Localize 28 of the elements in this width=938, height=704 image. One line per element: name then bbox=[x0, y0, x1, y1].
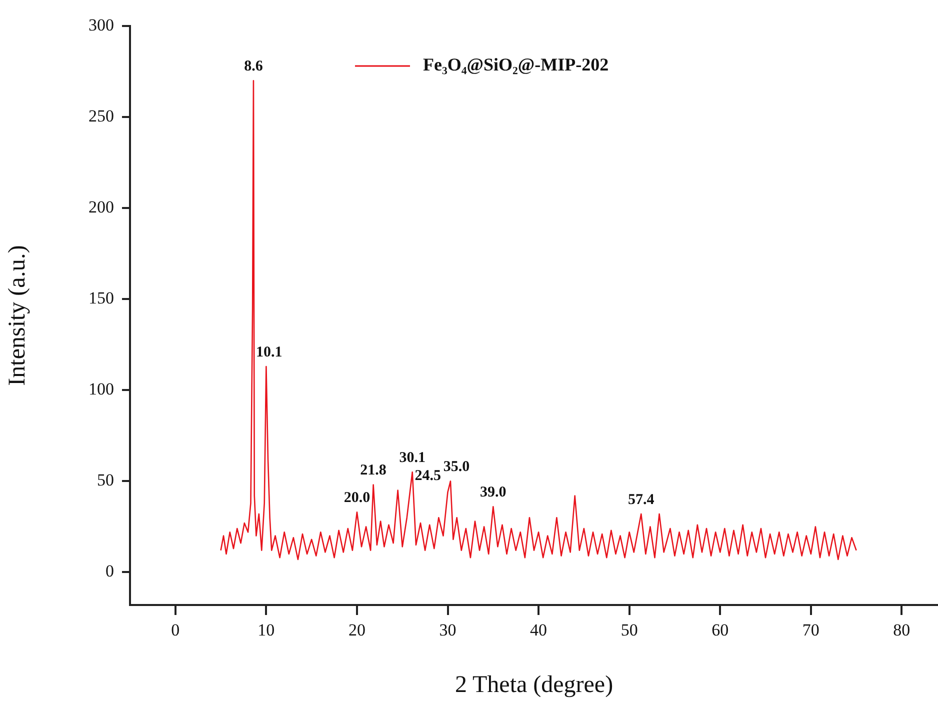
y-tick-label: 50 bbox=[97, 470, 114, 490]
x-tick-label: 30 bbox=[439, 620, 456, 640]
annotation: 8.6 bbox=[244, 58, 264, 74]
y-tick-label: 200 bbox=[88, 198, 114, 217]
annotation: 35.0 bbox=[443, 459, 470, 476]
y-axis-title: Intensity (a.u.) bbox=[4, 245, 31, 386]
y-tick-label: 100 bbox=[88, 380, 114, 399]
annotation: 24.5 bbox=[414, 468, 441, 484]
x-tick-label: 10 bbox=[258, 620, 275, 640]
y-tick-label: 0 bbox=[106, 562, 114, 581]
legend-label: Fe₃O₄@SiO₂@-MIP-202 bbox=[423, 54, 609, 75]
annotation: 21.8 bbox=[360, 462, 386, 479]
x-axis-title: 2 Theta (degree) bbox=[454, 672, 614, 698]
x-tick-label: 70 bbox=[802, 620, 820, 640]
annotation: 57.4 bbox=[628, 492, 655, 508]
annotation: 10.1 bbox=[256, 344, 282, 360]
annotation: 20.0 bbox=[344, 490, 370, 506]
annotation: 39.0 bbox=[480, 484, 506, 501]
x-tick-label: 0 bbox=[171, 620, 180, 640]
x-tick-label: 80 bbox=[893, 620, 910, 640]
y-tick-label: 300 bbox=[88, 15, 114, 34]
annotation: 30.1 bbox=[399, 450, 426, 466]
x-tick-label: 60 bbox=[712, 620, 729, 640]
x-tick-label: 20 bbox=[348, 620, 366, 640]
x-tick-label: 40 bbox=[530, 620, 548, 640]
y-tick-label: 250 bbox=[88, 106, 114, 126]
y-tick-label: 150 bbox=[88, 288, 114, 308]
x-tick-label: 50 bbox=[620, 620, 638, 640]
